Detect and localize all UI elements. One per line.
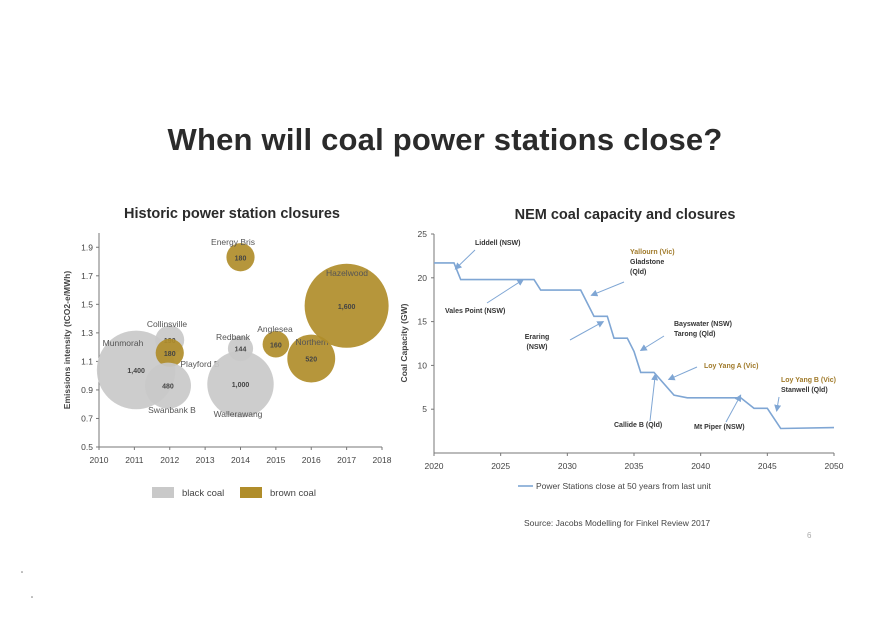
annotation-label: Gladstone [630,259,664,266]
bubble-hazelwood [304,263,389,348]
annotation-arrow [590,281,625,297]
left-x-tick-label: 2018 [373,455,392,465]
bubble-unnamed-brown [155,338,184,367]
annotation-label: Mt Piper (NSW) [694,424,745,431]
legend-label-brown-coal: brown coal [270,488,316,499]
annotation-arrow [725,394,742,423]
left-x-tick-label: 2012 [160,455,179,465]
annotation-label: Loy Yang B (Vic) [781,377,836,384]
right-x-tick-label: 2035 [625,461,644,471]
bubble-name-label: Northern [295,337,328,347]
bubble-swanbank-b [144,362,191,409]
left-y-axis-label: Emissions intensity (tCO2-e/MWh) [62,271,72,410]
bubble-name-label: Redbank [216,332,251,342]
annotation-label: Bayswater (NSW) [674,321,732,328]
left-x-tick-label: 2010 [90,455,109,465]
left-x-tick-label: 2015 [266,455,285,465]
left-x-tick-label: 2017 [337,455,356,465]
left-y-tick-label: 1.3 [81,328,93,338]
annotation-label: Loy Yang A (Vic) [704,363,758,370]
scan-mark [21,571,23,573]
left-x-tick-label: 2011 [125,455,144,465]
right-x-tick-label: 2020 [425,461,444,471]
annotation-label: Yallourn (Vic) [630,249,675,256]
legend-label-black-coal: black coal [182,488,224,499]
right-x-tick-label: 2045 [758,461,777,471]
bubble-size-label: 1,400 [127,368,145,375]
bubble-northern [287,334,336,383]
bubble-name-label: Collinsville [147,319,187,329]
annotation-label: Stanwell (Qld) [781,387,828,394]
left-x-tick-label: 2014 [231,455,250,465]
annotation-label: (Qld) [630,269,646,276]
bubble-size-label: 1,600 [338,304,356,311]
annotation-arrow [649,373,659,422]
legend-label-line: Power Stations close at 50 years from la… [536,481,711,491]
right-x-tick-label: 2050 [825,461,844,471]
bubble-size-label: 144 [235,347,247,354]
bubble-size-label: 1,000 [232,382,250,389]
left-y-tick-label: 0.5 [81,442,93,452]
annotation-label: Tarong (Qld) [674,331,715,338]
bubble-wallerawang [207,351,274,418]
legend-swatch-black-coal [152,487,174,498]
bubble-size-label: 520 [305,357,317,364]
left-y-tick-label: 1.1 [81,356,93,366]
annotation-arrow [454,249,476,270]
left-y-tick-label: 1.9 [81,242,93,252]
annotation-arrow [639,335,665,352]
left-y-tick-label: 0.7 [81,413,93,423]
legend-swatch-brown-coal [240,487,262,498]
bubble-anglesea [262,330,290,358]
bubble-energy-bris [226,243,255,272]
right-y-tick-label: 15 [418,317,428,327]
capacity-line [434,262,835,430]
left-y-tick-label: 1.5 [81,299,93,309]
right-x-tick-label: 2030 [558,461,577,471]
right-y-axis-label: Coal Capacity (GW) [399,303,409,382]
right-x-tick-label: 2040 [691,461,710,471]
bubble-name-label: Energy Bris [211,237,255,247]
annotation-label: Vales Point (NSW) [445,308,505,315]
annotation-arrow [569,321,605,341]
annotation-arrow [486,279,525,304]
bubble-name-label: Playford B [180,359,220,369]
page-number: 6 [807,531,812,540]
right-x-tick-label: 2025 [491,461,510,471]
bubble-size-label: 160 [270,342,282,349]
bubble-name-label: Hazelwood [326,268,368,278]
scan-mark [31,596,33,598]
annotation-label: Liddell (NSW) [475,240,521,247]
right-y-tick-label: 25 [418,229,428,239]
annotation-arrow [667,366,698,381]
right-y-tick-label: 10 [418,360,428,370]
annotation-label: Callide B (Qld) [614,422,662,429]
bubble-name-label: Wallerawang [214,409,263,419]
bubble-size-label: 180 [235,255,247,262]
left-x-tick-label: 2016 [302,455,321,465]
bubble-name-label: Munmorah [103,338,144,348]
left-x-tick-label: 2013 [196,455,215,465]
annotation-label: Eraring [525,334,550,341]
right-y-tick-label: 20 [418,273,428,283]
bubble-name-label: Swanbank B [148,405,196,415]
right-y-tick-label: 5 [422,404,427,414]
bubble-size-label: 480 [162,384,174,391]
annotation-arrow [774,396,782,412]
left-chart-title: Historic power station closures [124,206,340,222]
page-title: When will coal power stations close? [167,122,723,157]
left-y-tick-label: 1.7 [81,271,93,281]
right-chart-title: NEM coal capacity and closures [514,207,736,223]
bubble-name-label: Anglesea [257,324,293,334]
left-y-tick-label: 0.9 [81,385,93,395]
annotation-label: (NSW) [527,344,548,351]
source-note: Source: Jacobs Modelling for Finkel Revi… [524,518,711,528]
bubble-size-label: 180 [164,351,176,358]
